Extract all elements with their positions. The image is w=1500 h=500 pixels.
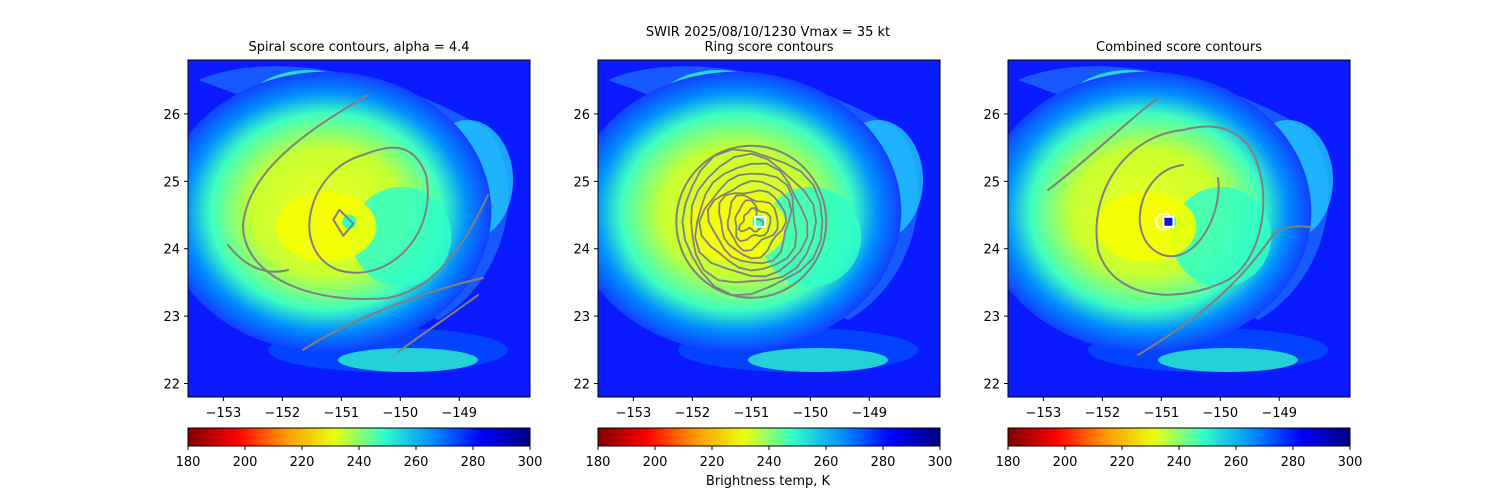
colorbar-tick-label: 180: [176, 455, 201, 470]
x-tick-label: −150: [792, 406, 828, 421]
x-tick-label: −151: [323, 406, 359, 421]
colorbar-tick-label: 300: [518, 455, 543, 470]
colorbar-tick-label: 200: [643, 455, 668, 470]
brightness-temp-image: [1008, 60, 1350, 397]
colorbar-tick-label: 220: [290, 455, 315, 470]
panel-2: Ring score contours −153 −152 −151 −150 −149 2…: [573, 40, 953, 470]
panel-1: Spiral score contours, alpha = 4.4 −153 −1…: [163, 40, 543, 470]
colorbar-tick-label: 260: [814, 455, 839, 470]
y-tick-label: 22: [163, 378, 180, 393]
colorbar-tick-label: 220: [1110, 455, 1135, 470]
colorbar-tick-label: 180: [586, 455, 611, 470]
center-marker: [754, 215, 767, 228]
colorbar-tick-label: 240: [757, 455, 782, 470]
score-contours: [1047, 97, 1314, 356]
x-tick-label: −152: [1084, 406, 1120, 421]
y-tick-label: 26: [163, 108, 180, 123]
y-tick-label: 23: [163, 310, 180, 325]
y-tick-label: 24: [163, 243, 180, 258]
axes-frame: [1007, 59, 1351, 398]
brightness-temp-image: [188, 60, 530, 397]
axes-frame: [597, 59, 941, 398]
colorbar-tick-label: 280: [1281, 455, 1306, 470]
y-tick-label: 24: [983, 243, 1000, 258]
x-tick-label: −150: [382, 406, 418, 421]
colorbar-tick-label: 280: [461, 455, 486, 470]
figure-suptitle: SWIR 2025/08/10/1230 Vmax = 35 kt: [646, 25, 890, 40]
y-tick-label: 24: [573, 243, 590, 258]
y-tick-label: 22: [983, 378, 1000, 393]
x-tick-label: −150: [1202, 406, 1238, 421]
y-tick-label: 22: [573, 378, 590, 393]
y-tick-label: 23: [573, 310, 590, 325]
axes-frame: [187, 59, 531, 398]
colorbar: [1007, 427, 1351, 447]
y-tick-label: 25: [163, 175, 180, 190]
x-tick-label: −152: [264, 406, 300, 421]
y-tick-label: 25: [573, 175, 590, 190]
colorbar-tick-label: 240: [347, 455, 372, 470]
y-tick-label: 26: [983, 108, 1000, 123]
panels: Spiral score contours, alpha = 4.4 −153 −1…: [163, 40, 1363, 470]
x-tick-label: −153: [1026, 406, 1062, 421]
panel-title: Combined score contours: [1096, 40, 1262, 55]
x-tick-label: −151: [1143, 406, 1179, 421]
y-tick-label: 23: [983, 310, 1000, 325]
colorbar-tick-label: 260: [1224, 455, 1249, 470]
colorbar-tick-label: 180: [996, 455, 1021, 470]
colorbar-label: Brightness temp, K: [706, 474, 831, 489]
x-tick-label: −152: [674, 406, 710, 421]
colorbar: [597, 427, 941, 447]
colorbar-tick-label: 240: [1167, 455, 1192, 470]
x-tick-label: −151: [733, 406, 769, 421]
colorbar-tick-label: 260: [404, 455, 429, 470]
y-tick-label: 25: [983, 175, 1000, 190]
colorbar-tick-label: 300: [928, 455, 953, 470]
x-tick-label: −149: [441, 406, 477, 421]
center-marker: [1162, 215, 1175, 228]
y-tick-label: 26: [573, 108, 590, 123]
x-tick-label: −149: [851, 406, 887, 421]
colorbar-tick-label: 280: [871, 455, 896, 470]
panel-title: Ring score contours: [704, 40, 833, 55]
panel-3: Combined score contours −153 −152 −151 −150 −…: [983, 40, 1363, 470]
colorbar-tick-label: 220: [700, 455, 725, 470]
score-contours: [675, 144, 828, 299]
colorbar: [187, 427, 531, 447]
score-contours: [227, 94, 489, 353]
x-tick-label: −153: [616, 406, 652, 421]
panel-title: Spiral score contours, alpha = 4.4: [248, 40, 469, 55]
colorbar-tick-label: 200: [233, 455, 258, 470]
colorbar-tick-label: 300: [1338, 455, 1363, 470]
x-tick-label: −149: [1261, 406, 1297, 421]
colorbar-tick-label: 200: [1053, 455, 1078, 470]
brightness-temp-image: [598, 60, 940, 397]
x-tick-label: −153: [206, 406, 242, 421]
